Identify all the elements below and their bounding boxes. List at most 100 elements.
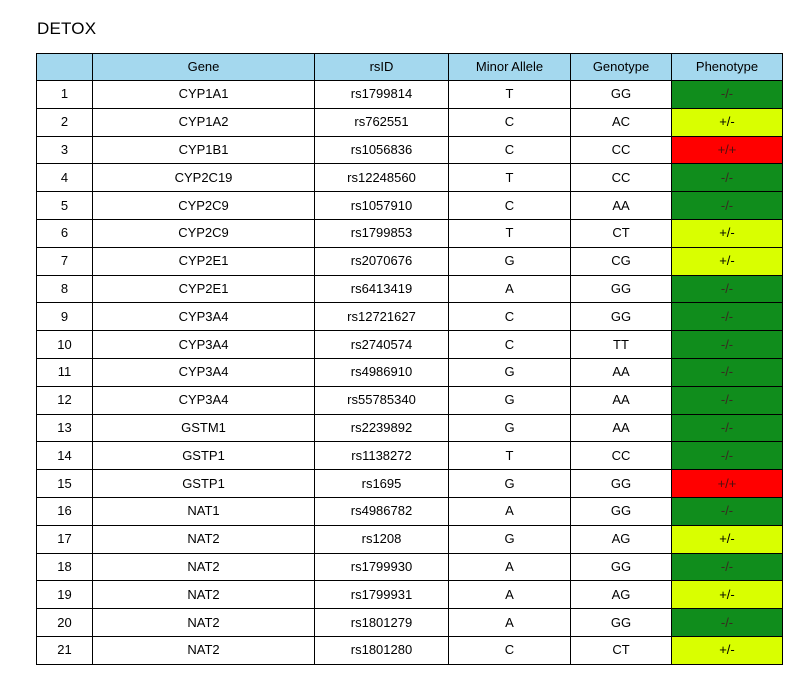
phenotype-cell: -/- bbox=[671, 357, 783, 387]
rsid-cell: rs6413419 bbox=[314, 274, 449, 304]
table-row: 11 CYP3A4 rs4986910 G AA -/- bbox=[36, 357, 783, 387]
rsid-cell: rs2070676 bbox=[314, 246, 449, 276]
genotype-cell: CT bbox=[570, 218, 672, 248]
genotype-cell: AA bbox=[570, 385, 672, 415]
genotype-cell: AA bbox=[570, 191, 672, 220]
phenotype-cell: -/- bbox=[671, 441, 783, 471]
gene-cell: GSTP1 bbox=[92, 469, 315, 498]
genotype-cell: GG bbox=[570, 608, 672, 637]
table-row: 1 CYP1A1 rs1799814 T GG -/- bbox=[36, 80, 783, 109]
rsid-cell: rs2239892 bbox=[314, 413, 449, 443]
row-number: 12 bbox=[36, 385, 93, 415]
table-row: 15 GSTP1 rs1695 G GG +/+ bbox=[36, 469, 783, 498]
phenotype-cell: +/- bbox=[671, 580, 783, 610]
gene-cell: CYP2C9 bbox=[92, 218, 315, 248]
row-number: 19 bbox=[36, 580, 93, 610]
genotype-cell: GG bbox=[570, 302, 672, 332]
genotype-cell: GG bbox=[570, 496, 672, 526]
row-number: 2 bbox=[36, 107, 93, 137]
genotype-cell: AA bbox=[570, 413, 672, 443]
gene-cell: GSTP1 bbox=[92, 441, 315, 471]
header-row: Gene rsID Minor Allele Genotype Phenotyp… bbox=[36, 53, 783, 81]
genotype-cell: AG bbox=[570, 524, 672, 554]
row-number: 4 bbox=[36, 163, 93, 193]
gene-cell: CYP3A4 bbox=[92, 357, 315, 387]
page-title: DETOX bbox=[37, 19, 97, 38]
table-row: 17 NAT2 rs1208 G AG +/- bbox=[36, 524, 783, 554]
minor-allele-cell: T bbox=[448, 163, 571, 193]
minor-allele-cell: A bbox=[448, 608, 571, 637]
gene-cell: CYP3A4 bbox=[92, 330, 315, 359]
row-number: 18 bbox=[36, 552, 93, 582]
genotype-cell: TT bbox=[570, 330, 672, 359]
minor-allele-cell: T bbox=[448, 80, 571, 109]
phenotype-cell: +/- bbox=[671, 635, 783, 665]
genotype-cell: GG bbox=[570, 80, 672, 109]
phenotype-cell: -/- bbox=[671, 274, 783, 304]
phenotype-cell: +/- bbox=[671, 524, 783, 554]
row-number: 8 bbox=[36, 274, 93, 304]
table-row: 18 NAT2 rs1799930 A GG -/- bbox=[36, 552, 783, 582]
table-row: 8 CYP2E1 rs6413419 A GG -/- bbox=[36, 274, 783, 304]
row-number: 17 bbox=[36, 524, 93, 554]
phenotype-cell: -/- bbox=[671, 496, 783, 526]
gene-cell: GSTM1 bbox=[92, 413, 315, 443]
minor-allele-cell: C bbox=[448, 191, 571, 220]
phenotype-cell: -/- bbox=[671, 330, 783, 359]
phenotype-cell: -/- bbox=[671, 302, 783, 332]
phenotype-cell: -/- bbox=[671, 552, 783, 582]
table-row: 9 CYP3A4 rs12721627 C GG -/- bbox=[36, 302, 783, 332]
header-number bbox=[36, 53, 93, 81]
header-phenotype: Phenotype bbox=[671, 53, 783, 81]
minor-allele-cell: G bbox=[448, 385, 571, 415]
genotype-cell: AC bbox=[570, 107, 672, 137]
minor-allele-cell: G bbox=[448, 246, 571, 276]
row-number: 9 bbox=[36, 302, 93, 332]
minor-allele-cell: C bbox=[448, 330, 571, 359]
genotype-cell: GG bbox=[570, 552, 672, 582]
rsid-cell: rs1138272 bbox=[314, 441, 449, 471]
gene-cell: NAT2 bbox=[92, 635, 315, 665]
gene-cell: CYP2E1 bbox=[92, 246, 315, 276]
rsid-cell: rs2740574 bbox=[314, 330, 449, 359]
header-genotype: Genotype bbox=[570, 53, 672, 81]
gene-cell: CYP1B1 bbox=[92, 135, 315, 165]
genotype-cell: AG bbox=[570, 580, 672, 610]
phenotype-cell: -/- bbox=[671, 608, 783, 637]
rsid-cell: rs55785340 bbox=[314, 385, 449, 415]
rsid-cell: rs1801280 bbox=[314, 635, 449, 665]
rsid-cell: rs1799853 bbox=[314, 218, 449, 248]
rsid-cell: rs12248560 bbox=[314, 163, 449, 193]
phenotype-cell: -/- bbox=[671, 385, 783, 415]
phenotype-cell: -/- bbox=[671, 191, 783, 220]
row-number: 20 bbox=[36, 608, 93, 637]
row-number: 3 bbox=[36, 135, 93, 165]
minor-allele-cell: C bbox=[448, 135, 571, 165]
genotype-cell: GG bbox=[570, 469, 672, 498]
gene-cell: CYP2C9 bbox=[92, 191, 315, 220]
genotype-cell: GG bbox=[570, 274, 672, 304]
header-gene: Gene bbox=[92, 53, 315, 81]
table-row: 10 CYP3A4 rs2740574 C TT -/- bbox=[36, 330, 783, 359]
rsid-cell: rs4986910 bbox=[314, 357, 449, 387]
table-row: 19 NAT2 rs1799931 A AG +/- bbox=[36, 580, 783, 610]
minor-allele-cell: C bbox=[448, 635, 571, 665]
rsid-cell: rs1056836 bbox=[314, 135, 449, 165]
rsid-cell: rs1799814 bbox=[314, 80, 449, 109]
genotype-cell: CC bbox=[570, 441, 672, 471]
row-number: 16 bbox=[36, 496, 93, 526]
gene-cell: NAT2 bbox=[92, 608, 315, 637]
phenotype-cell: -/- bbox=[671, 413, 783, 443]
header-minor-allele: Minor Allele bbox=[448, 53, 571, 81]
rsid-cell: rs1208 bbox=[314, 524, 449, 554]
genotype-cell: CT bbox=[570, 635, 672, 665]
rsid-cell: rs1799930 bbox=[314, 552, 449, 582]
phenotype-cell: +/+ bbox=[671, 135, 783, 165]
gene-cell: NAT2 bbox=[92, 580, 315, 610]
detox-table: Gene rsID Minor Allele Genotype Phenotyp… bbox=[36, 53, 783, 665]
table-row: 5 CYP2C9 rs1057910 C AA -/- bbox=[36, 191, 783, 220]
phenotype-cell: +/- bbox=[671, 107, 783, 137]
table-row: 20 NAT2 rs1801279 A GG -/- bbox=[36, 608, 783, 637]
row-number: 15 bbox=[36, 469, 93, 498]
rsid-cell: rs4986782 bbox=[314, 496, 449, 526]
